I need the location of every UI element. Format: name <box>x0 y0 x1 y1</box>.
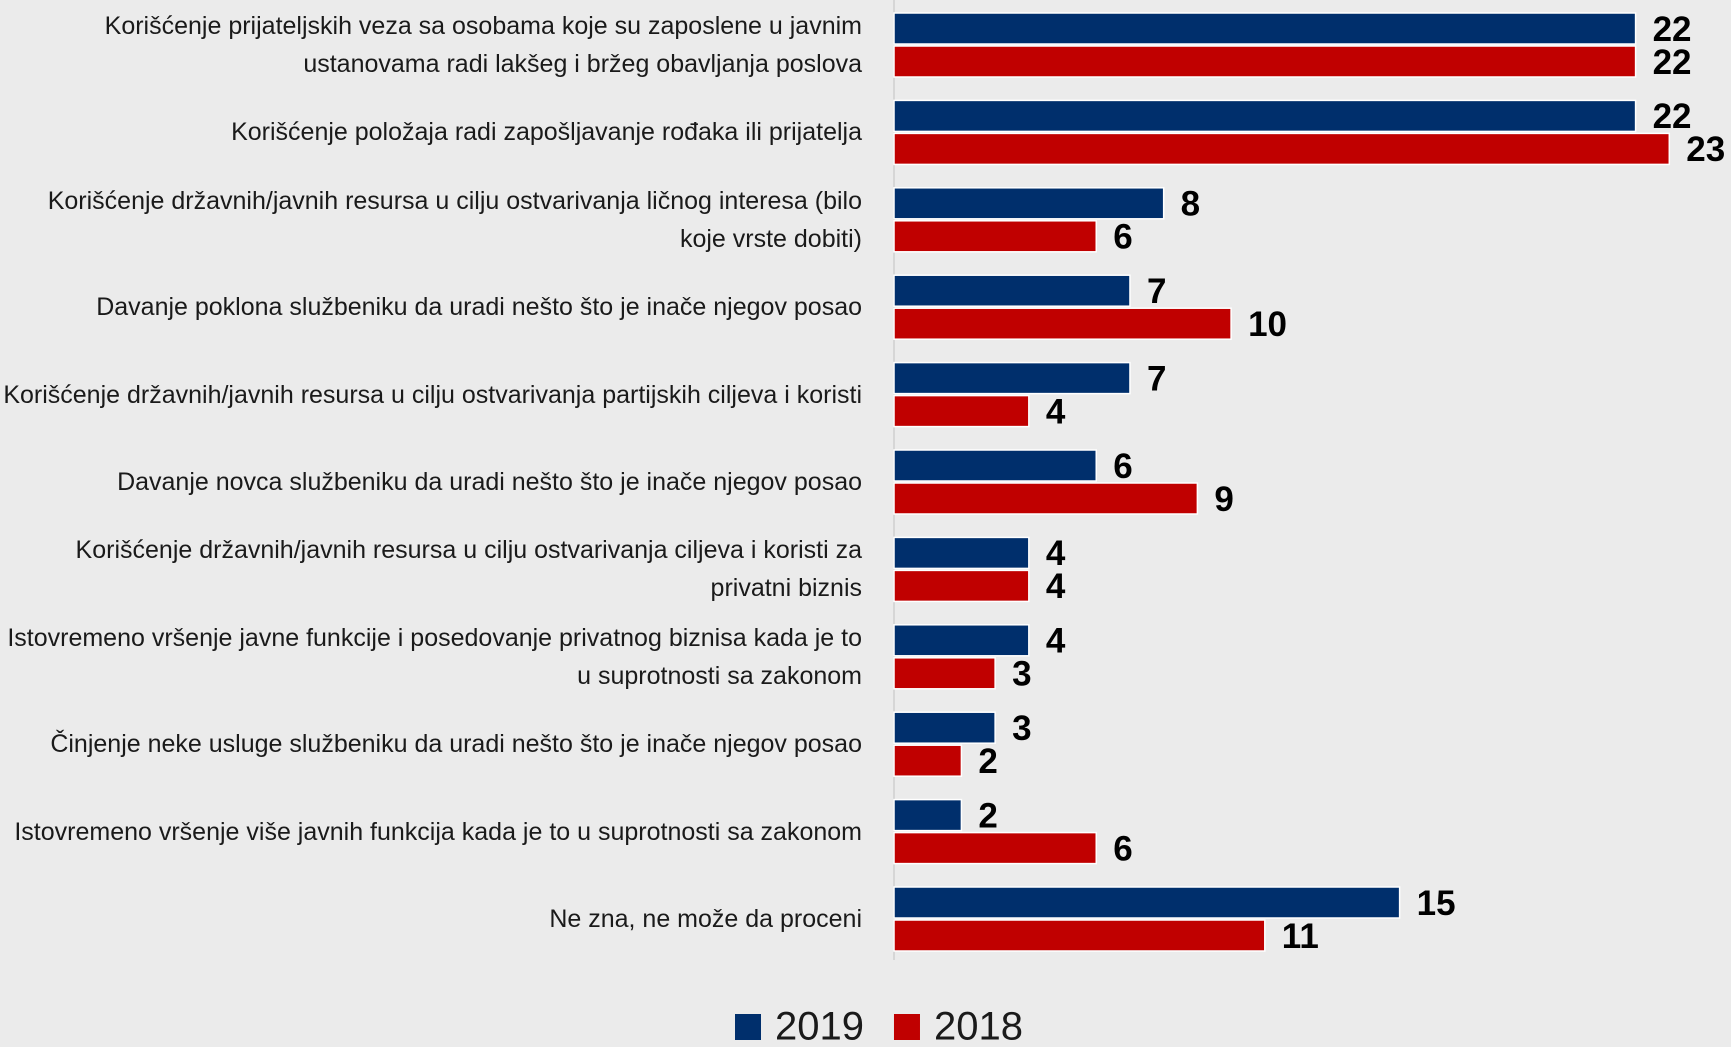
data-label: 4 <box>1046 622 1066 661</box>
bar <box>893 220 1097 253</box>
data-label: 8 <box>1181 185 1200 224</box>
bar <box>893 831 1097 865</box>
category-label: Ne zna, ne može da proceni <box>549 905 862 933</box>
bar <box>893 307 1232 340</box>
bar <box>893 798 963 832</box>
bar <box>893 624 1030 657</box>
category-label: Činjenje neke usluge službeniku da uradi… <box>50 730 862 759</box>
category-label: Korišćenje državnih/javnih resursa u cil… <box>75 536 862 603</box>
bar <box>893 394 1030 428</box>
category-label: Korišćenje državnih/javnih resursa u cil… <box>47 186 862 253</box>
bar <box>893 45 1637 78</box>
bar <box>893 711 996 744</box>
bar <box>893 12 1637 45</box>
bar <box>893 482 1199 515</box>
data-label: 3 <box>1012 655 1031 694</box>
bar <box>893 744 963 777</box>
bar <box>893 449 1097 482</box>
data-label: 11 <box>1282 917 1319 956</box>
legend-label: 2019 <box>775 1005 864 1047</box>
data-label: 10 <box>1248 305 1287 344</box>
data-label: 2 <box>978 742 997 781</box>
bar <box>893 536 1030 570</box>
category-label: Istovremeno vršenje javne funkcije i pos… <box>7 623 862 690</box>
data-label: 22 <box>1653 43 1692 82</box>
bar <box>893 361 1131 395</box>
bar <box>893 886 1401 919</box>
legend-swatch <box>893 1014 920 1040</box>
category-label: Davanje novca službeniku da uradi nešto … <box>117 468 862 496</box>
data-label: 4 <box>1046 392 1066 431</box>
data-label: 23 <box>1686 130 1725 169</box>
data-label: 15 <box>1417 884 1456 923</box>
category-label: Korišćenje prijateljskih veza sa osobama… <box>104 12 862 78</box>
data-label: 4 <box>1046 567 1066 606</box>
data-label: 6 <box>1113 218 1132 257</box>
bar <box>893 132 1671 166</box>
bar <box>893 569 1030 603</box>
category-label: Davanje poklona službeniku da uradi nešt… <box>96 293 862 322</box>
legend-label: 2018 <box>934 1005 1023 1047</box>
data-label: 6 <box>1113 829 1132 868</box>
category-label: Korišćenje državnih/javnih resursa u cil… <box>3 380 862 409</box>
data-label: 9 <box>1214 480 1233 519</box>
data-label: 2 <box>978 796 997 835</box>
category-label: Korišćenje položaja radi zapošljavanje r… <box>231 118 862 147</box>
category-label: Istovremeno vršenje više javnih funkcija… <box>14 817 862 846</box>
data-label: 22 <box>1653 97 1692 136</box>
data-label: 3 <box>1012 709 1031 748</box>
bar <box>893 187 1165 220</box>
bar <box>893 99 1637 133</box>
data-label: 7 <box>1147 272 1166 311</box>
data-label: 6 <box>1113 447 1132 486</box>
data-label: 4 <box>1046 534 1066 573</box>
bar <box>893 919 1266 952</box>
legend-swatch <box>735 1014 761 1040</box>
data-label: 7 <box>1147 359 1166 398</box>
bar <box>893 274 1131 307</box>
data-label: 22 <box>1653 10 1692 49</box>
bar <box>893 657 996 690</box>
